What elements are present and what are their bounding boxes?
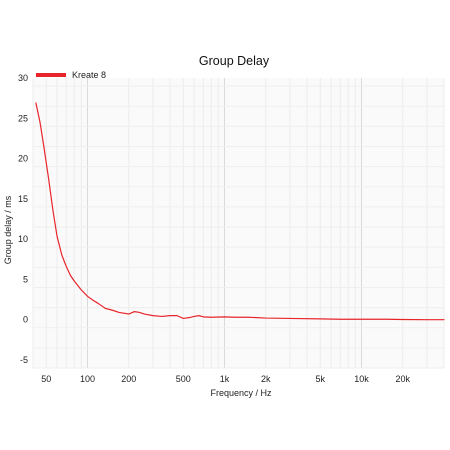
legend-label: Kreate 8 xyxy=(72,70,106,80)
y-axis-label: Group delay / ms xyxy=(3,195,13,264)
x-tick-label: 500 xyxy=(176,374,191,384)
x-tick-label: 5k xyxy=(316,374,326,384)
y-tick-label: 10 xyxy=(18,234,28,244)
y-tick-label: 25 xyxy=(18,113,28,123)
y-tick-label: -5 xyxy=(20,355,28,365)
plot-area xyxy=(33,78,444,368)
x-tick-label: 100 xyxy=(80,374,95,384)
x-tick-label: 1k xyxy=(220,374,230,384)
legend[interactable]: Kreate 8 xyxy=(36,70,106,80)
x-tick-label: 20k xyxy=(396,374,411,384)
y-tick-label: 30 xyxy=(18,73,28,83)
y-tick-label: 15 xyxy=(18,194,28,204)
x-tick-label: 10k xyxy=(354,374,369,384)
y-tick-label: 5 xyxy=(23,274,28,284)
x-tick-label: 200 xyxy=(121,374,136,384)
chart-title: Group Delay xyxy=(199,54,270,68)
y-tick-label: 0 xyxy=(23,315,28,325)
grid xyxy=(32,78,445,369)
series-line-kreate-8 xyxy=(35,102,445,321)
x-tick-label: 2k xyxy=(261,374,271,384)
series-layer xyxy=(35,102,445,321)
x-axis-label: Frequency / Hz xyxy=(210,388,272,398)
y-tick-label: 20 xyxy=(18,154,28,164)
x-tick-label: 50 xyxy=(41,374,51,384)
